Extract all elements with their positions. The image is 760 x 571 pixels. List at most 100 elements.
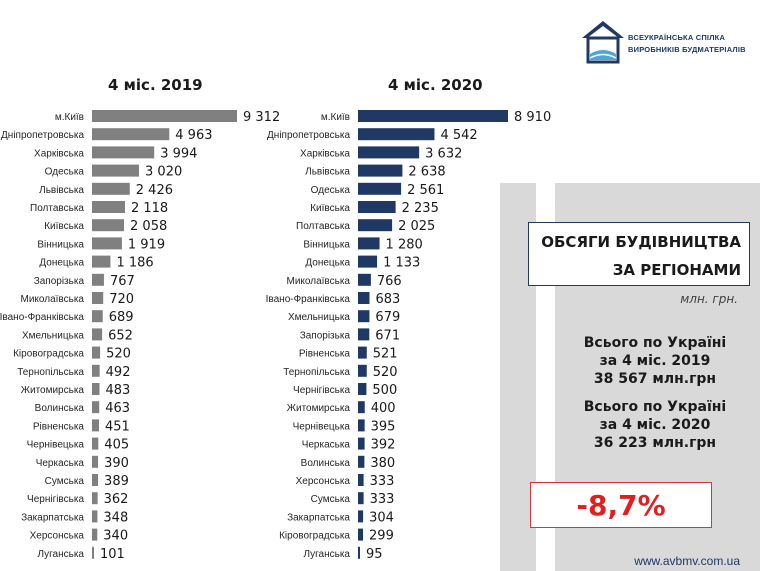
category-label: Тернопільська bbox=[283, 367, 350, 378]
value-label: 362 bbox=[104, 492, 129, 507]
category-label: Івано-Франківська bbox=[0, 312, 84, 323]
bar bbox=[358, 182, 402, 195]
value-label: 720 bbox=[109, 292, 134, 307]
bar bbox=[92, 437, 99, 450]
value-label: 9 312 bbox=[243, 110, 280, 125]
category-label: Луганська bbox=[37, 549, 84, 560]
value-label: 679 bbox=[375, 310, 400, 325]
category-label: Полтавська bbox=[30, 203, 84, 214]
change-box: -8,7% bbox=[530, 482, 712, 528]
value-label: 2 058 bbox=[130, 219, 167, 234]
category-label: Волинська bbox=[35, 403, 85, 414]
value-label: 3 994 bbox=[160, 146, 197, 161]
value-label: 652 bbox=[108, 328, 133, 343]
summary-title-box: ОБСЯГИ БУДІВНИЦТВА ЗА РЕГІОНАМИ bbox=[528, 222, 750, 286]
bar bbox=[358, 528, 364, 541]
value-label: 1 133 bbox=[383, 256, 420, 271]
category-label: Київська bbox=[310, 203, 350, 214]
value-label: 405 bbox=[104, 438, 129, 453]
value-label: 8 910 bbox=[514, 110, 551, 125]
category-label: Закарпатська bbox=[287, 512, 350, 523]
category-label: Чернівецька bbox=[293, 421, 351, 432]
value-label: 766 bbox=[377, 274, 402, 289]
category-label: Сумська bbox=[45, 476, 85, 487]
bar bbox=[358, 419, 365, 432]
value-label: 4 542 bbox=[440, 128, 477, 143]
summary-title-line-1: ОБСЯГИ БУДІВНИЦТВА bbox=[541, 233, 741, 251]
value-label: 340 bbox=[103, 529, 128, 544]
bar bbox=[92, 419, 100, 432]
value-label: 392 bbox=[371, 438, 396, 453]
bar bbox=[92, 546, 94, 559]
unit-label: млн. грн. bbox=[680, 292, 738, 306]
bar bbox=[92, 455, 99, 468]
category-label: Миколаївська bbox=[21, 294, 85, 305]
value-label: 1 186 bbox=[116, 256, 153, 271]
value-label: 671 bbox=[375, 328, 400, 343]
website-link[interactable]: www.avbmv.com.ua bbox=[634, 554, 740, 568]
category-label: Івано-Франківська bbox=[266, 294, 351, 305]
category-label: Донецька bbox=[305, 258, 350, 269]
bar bbox=[92, 474, 99, 486]
category-label: Вінницька bbox=[37, 239, 84, 250]
bar bbox=[92, 310, 103, 323]
value-label: 400 bbox=[371, 401, 396, 416]
bar bbox=[92, 492, 98, 505]
category-label: Тернопільська bbox=[17, 367, 84, 378]
bar bbox=[92, 292, 104, 304]
bar bbox=[92, 328, 103, 341]
category-label: Полтавська bbox=[296, 221, 350, 232]
bar bbox=[358, 364, 367, 377]
total-2020-line-3: 36 223 млн.грн bbox=[593, 435, 717, 451]
bar bbox=[358, 546, 360, 559]
bar bbox=[358, 510, 364, 523]
bar bbox=[92, 401, 100, 414]
category-label: Кіровоградська bbox=[13, 349, 84, 360]
bar bbox=[358, 201, 396, 213]
bar bbox=[358, 474, 364, 486]
bar bbox=[92, 146, 155, 159]
value-label: 483 bbox=[106, 383, 131, 398]
category-label: Рівненська bbox=[299, 349, 351, 360]
change-percent: -8,7% bbox=[576, 489, 666, 522]
category-label: Чернігівська bbox=[293, 385, 350, 396]
bar bbox=[358, 128, 435, 141]
category-label: м.Київ bbox=[321, 112, 350, 123]
bar bbox=[92, 510, 98, 523]
category-label: Луганська bbox=[303, 549, 350, 560]
category-label: Хмельницька bbox=[22, 330, 84, 341]
total-2019-line-3: 38 567 млн.грн bbox=[593, 371, 717, 387]
category-label: Львівська bbox=[39, 185, 84, 196]
bar bbox=[358, 219, 393, 232]
bar bbox=[92, 528, 98, 541]
value-label: 304 bbox=[369, 510, 394, 525]
value-label: 492 bbox=[106, 365, 131, 380]
bar bbox=[358, 237, 380, 250]
chart-title-2019: 4 міс. 2019 bbox=[108, 76, 203, 94]
value-label: 451 bbox=[105, 419, 130, 434]
total-2019-line-1: Всього по Україні bbox=[583, 335, 727, 351]
value-label: 520 bbox=[106, 347, 131, 362]
value-label: 2 561 bbox=[407, 183, 444, 198]
value-label: 2 426 bbox=[136, 183, 173, 198]
bar bbox=[358, 383, 367, 395]
summary-title-line-2: ЗА РЕГІОНАМИ bbox=[612, 261, 741, 279]
bar bbox=[92, 346, 101, 359]
value-label: 1 280 bbox=[386, 237, 423, 252]
category-label: Чернівецька bbox=[27, 440, 85, 451]
category-label: Запорізька bbox=[34, 276, 85, 287]
value-label: 395 bbox=[371, 419, 396, 434]
bar bbox=[92, 273, 104, 286]
value-label: 689 bbox=[109, 310, 134, 325]
bar bbox=[92, 110, 237, 122]
category-label: Львівська bbox=[305, 167, 350, 178]
value-label: 683 bbox=[375, 292, 400, 307]
bar bbox=[358, 255, 378, 268]
value-label: 2 638 bbox=[408, 165, 445, 180]
house-logo-icon bbox=[582, 21, 624, 64]
value-label: 767 bbox=[110, 274, 135, 289]
bar bbox=[92, 182, 130, 195]
category-label: Херсонська bbox=[296, 476, 351, 487]
value-label: 348 bbox=[103, 510, 128, 525]
